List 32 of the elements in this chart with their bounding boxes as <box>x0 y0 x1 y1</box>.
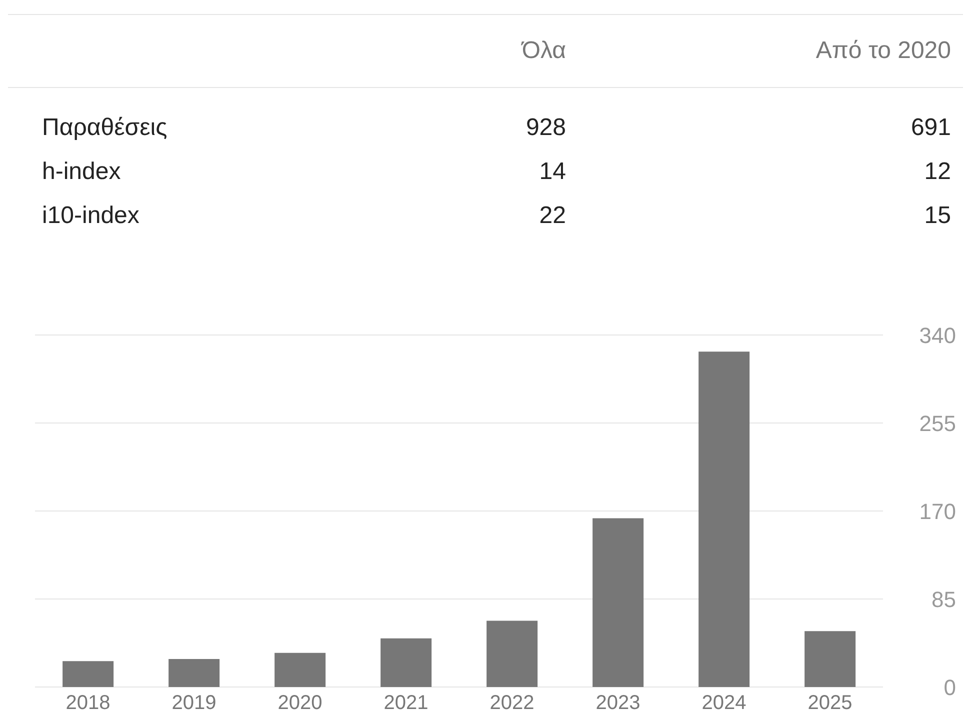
text: h-index <box>42 158 121 186</box>
x-tick-label: 2024 <box>702 692 746 714</box>
text: Όλα <box>522 37 566 65</box>
y-tick-label: 255 <box>919 411 956 436</box>
bar <box>380 638 432 687</box>
x-tick-label: 2021 <box>384 692 428 714</box>
x-tick-label: 2019 <box>172 692 216 714</box>
text: Παραθέσεις <box>42 114 168 142</box>
bar <box>592 518 644 687</box>
bar <box>804 631 856 687</box>
x-tick-label: 2023 <box>596 692 640 714</box>
text: 22 <box>539 202 566 230</box>
x-tick-label: 2025 <box>808 692 852 714</box>
text: 12 <box>924 158 951 186</box>
text: Από το 2020 <box>816 37 951 65</box>
x-tick-label: 2020 <box>278 692 322 714</box>
bar <box>62 661 114 687</box>
y-tick-label: 340 <box>919 323 956 348</box>
text: i10-index <box>42 202 140 230</box>
text: 928 <box>526 114 566 142</box>
bar <box>486 620 538 687</box>
text: 691 <box>910 114 951 142</box>
y-tick-label: 85 <box>932 587 956 612</box>
x-tick-label: 2022 <box>490 692 534 714</box>
bar <box>274 652 326 687</box>
bar <box>698 352 750 687</box>
y-tick-label: 170 <box>919 499 956 524</box>
x-tick-label: 2018 <box>66 692 110 714</box>
text: 15 <box>924 202 951 230</box>
text: 14 <box>539 158 566 186</box>
bar <box>168 659 220 687</box>
y-tick-label: 0 <box>944 675 956 700</box>
